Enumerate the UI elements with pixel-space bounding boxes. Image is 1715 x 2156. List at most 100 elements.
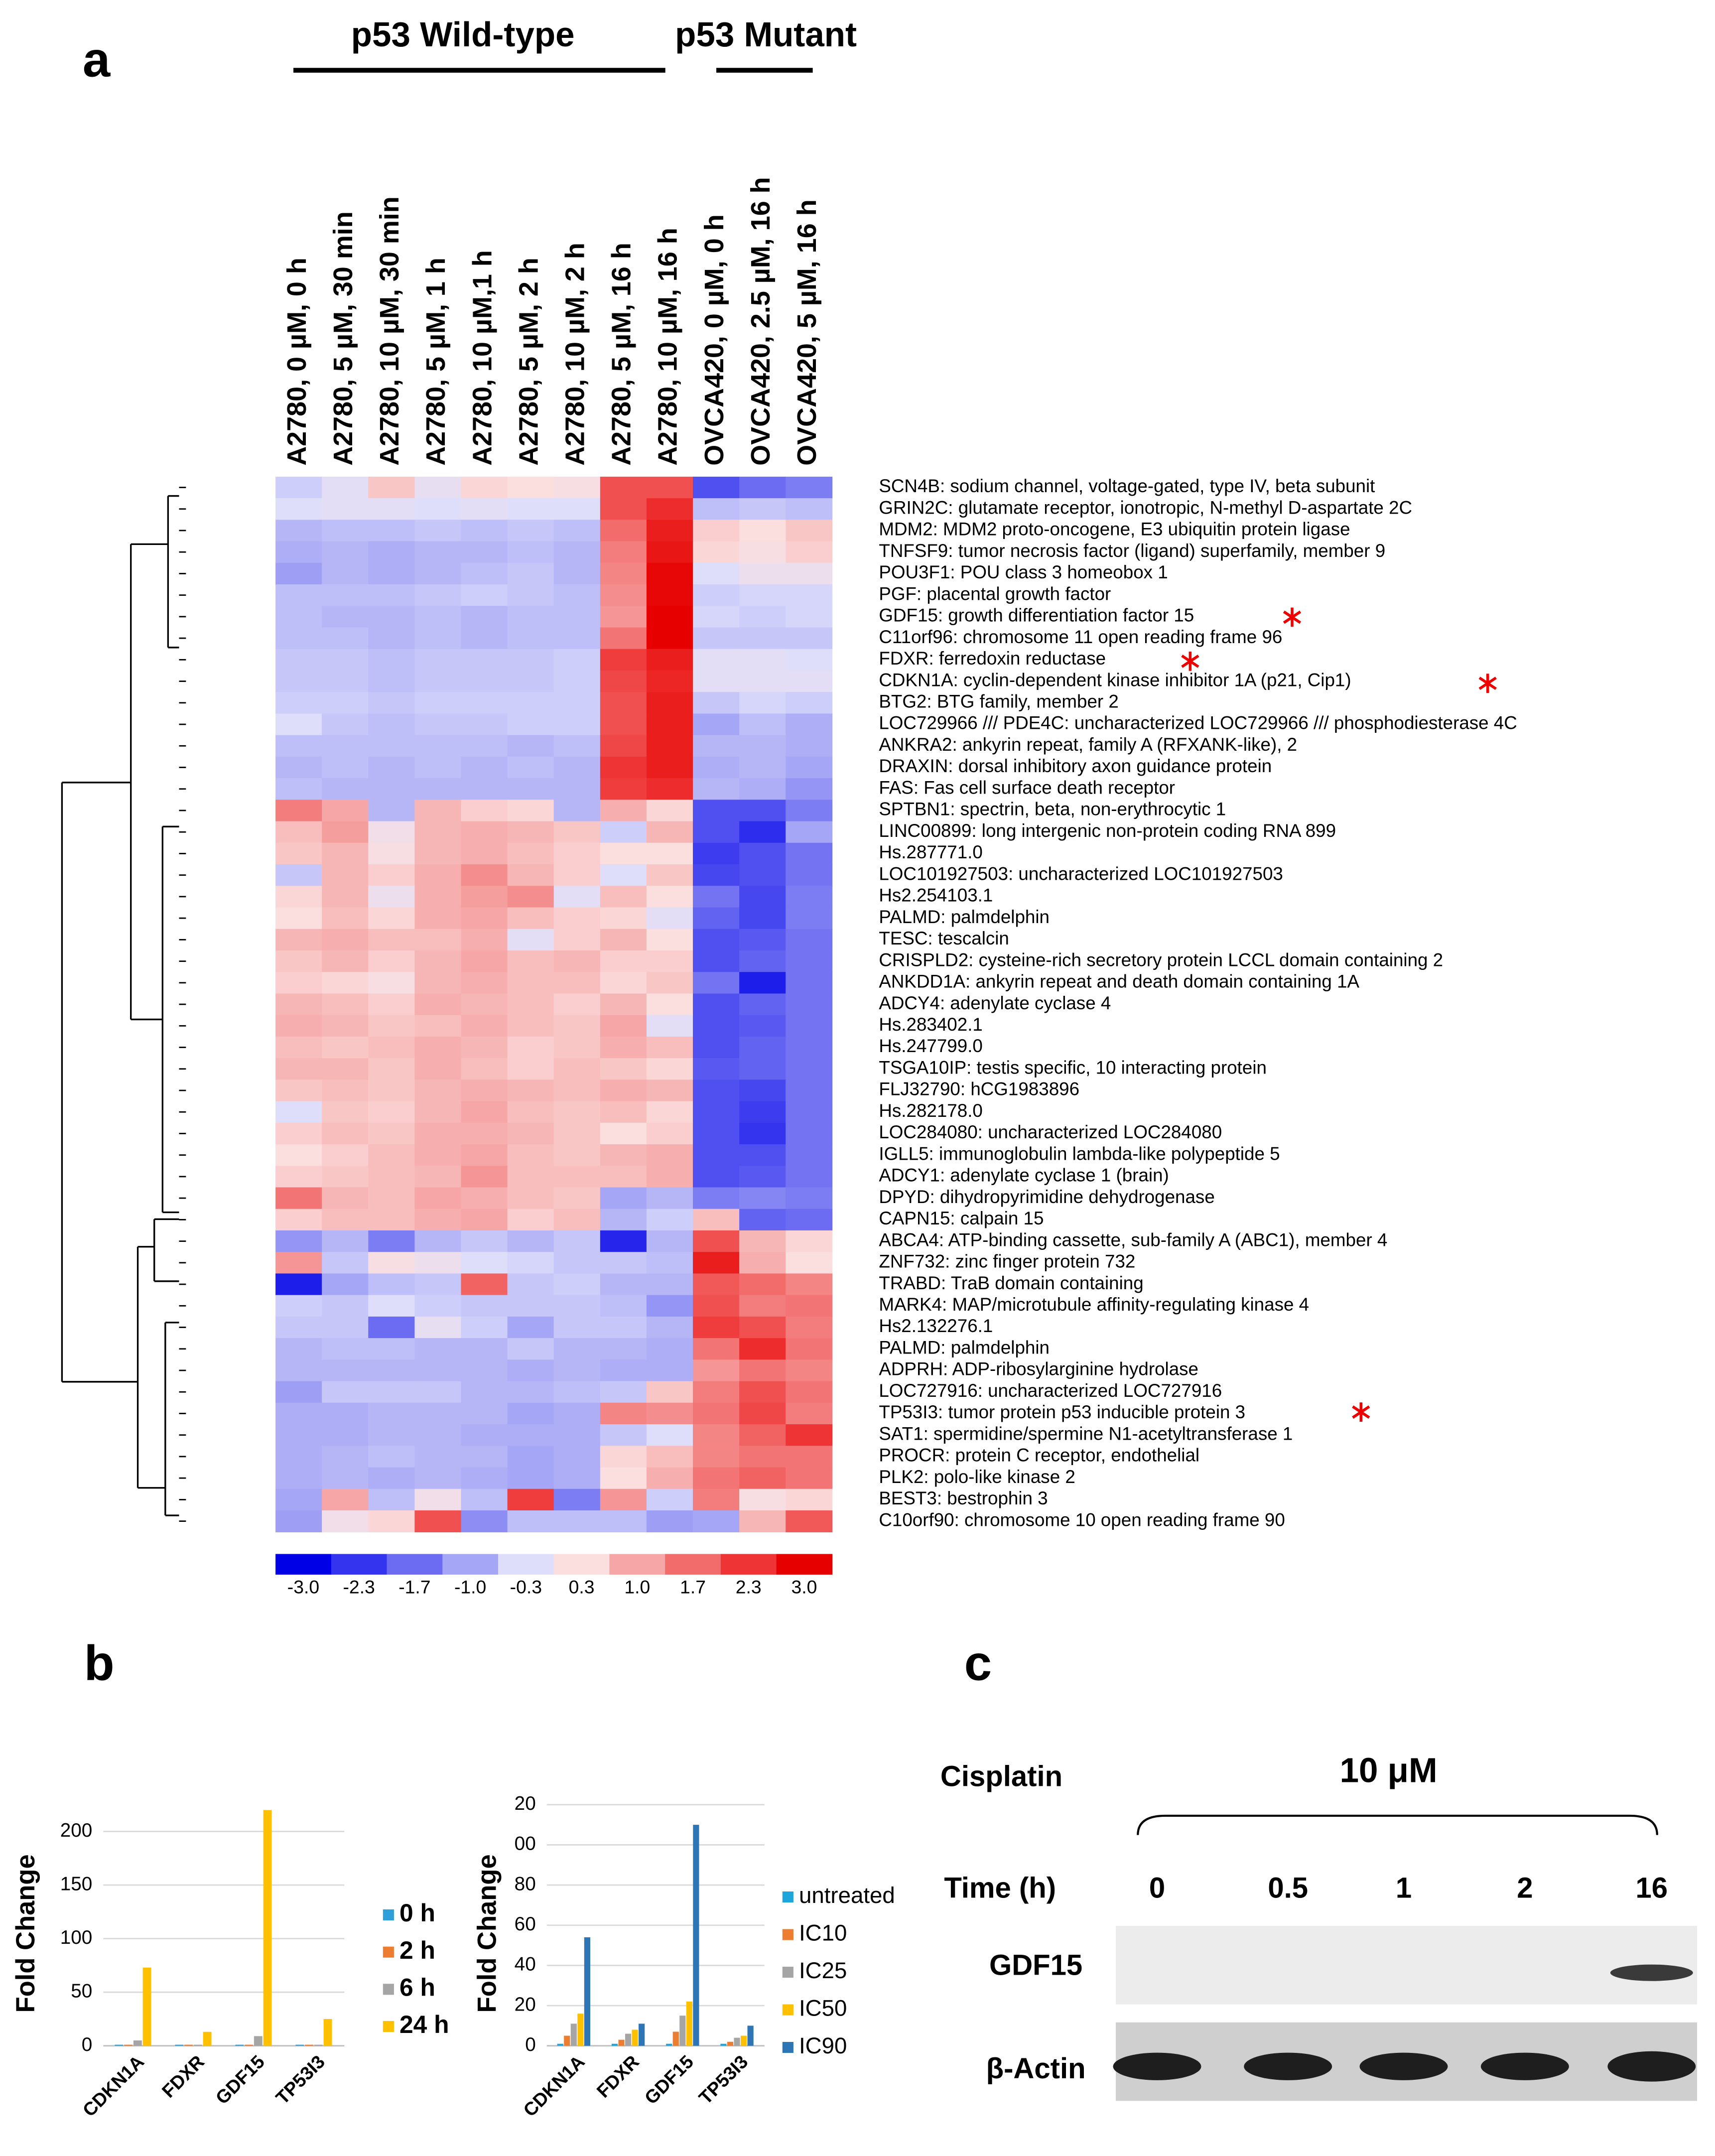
panel-label: b (84, 1636, 115, 1691)
heatmap-cell (600, 1252, 647, 1274)
column-label: A2780, 10 µM, 30 min (375, 196, 404, 465)
bar (254, 2036, 263, 2046)
heatmap-cell (322, 1230, 369, 1253)
legend-label: 24 h (399, 2011, 449, 2038)
colorbar-swatch (387, 1554, 443, 1575)
row-label: TP53I3: tumor protein p53 inducible prot… (879, 1402, 1245, 1422)
heatmap-cell (275, 950, 323, 973)
bar (115, 2044, 124, 2046)
heatmap-cell (507, 498, 554, 521)
heatmap-cell (507, 692, 554, 714)
heatmap-cell (322, 1510, 369, 1533)
heatmap-cell (739, 562, 787, 585)
row-label: LOC727916: uncharacterized LOC727916 (879, 1380, 1222, 1401)
bar (314, 2044, 323, 2046)
heatmap-cell (275, 1209, 323, 1231)
heatmap-cell (507, 1359, 554, 1382)
y-tick-label: 20 (515, 1793, 536, 1814)
heatmap-cell (600, 498, 647, 521)
row-label: ABCA4: ATP-binding cassette, sub-family … (879, 1229, 1387, 1250)
heatmap-cell (693, 756, 740, 779)
heatmap-cell (739, 1230, 787, 1253)
heatmap-cell (646, 520, 693, 542)
heatmap-cell (553, 498, 601, 521)
row-label: BEST3: bestrophin 3 (879, 1488, 1048, 1508)
heatmap-cell (646, 972, 693, 994)
heatmap-cell (414, 1230, 462, 1253)
heatmap-cell (368, 541, 415, 563)
heatmap-cell (461, 1338, 508, 1360)
protein-label: GDF15 (989, 1949, 1082, 1981)
heatmap-cell (646, 735, 693, 757)
colorbar-swatch (331, 1554, 388, 1575)
heatmap-cell (693, 1122, 740, 1145)
heatmap-cell (553, 606, 601, 628)
colorbar-label: 2.3 (736, 1576, 762, 1597)
heatmap-cell (507, 1424, 554, 1447)
bar (632, 2029, 638, 2046)
y-tick-label: 20 (515, 1994, 536, 2015)
heatmap-cell (693, 627, 740, 650)
x-tick-label: FDXR (592, 2051, 643, 2102)
heatmap-cell (414, 713, 462, 736)
heatmap-cell (646, 627, 693, 650)
row-label: ZNF732: zinc finger protein 732 (879, 1251, 1135, 1272)
heatmap-cell (739, 1036, 787, 1059)
heatmap-cell (507, 1467, 554, 1489)
heatmap-cell (553, 541, 601, 563)
heatmap-cell (368, 1230, 415, 1253)
heatmap-cell (600, 649, 647, 671)
heatmap-cell (507, 972, 554, 994)
heatmap-cell (600, 1295, 647, 1317)
colorbar-swatch (498, 1554, 554, 1575)
bar (557, 2043, 563, 2046)
heatmap-cell (693, 562, 740, 585)
heatmap-cell (414, 1122, 462, 1145)
heatmap-cell (600, 476, 647, 499)
heatmap-cell (646, 1295, 693, 1317)
heatmap-cell (553, 1402, 601, 1425)
heatmap-cell (368, 800, 415, 822)
legend-swatch (782, 2041, 793, 2053)
heatmap-cell (646, 584, 693, 607)
heatmap-cell (693, 1402, 740, 1425)
heatmap-cell (600, 800, 647, 822)
colorbar-swatch (776, 1554, 833, 1575)
heatmap-cell (507, 520, 554, 542)
row-label: Hs2.132276.1 (879, 1316, 993, 1336)
time-label: Time (h) (944, 1872, 1056, 1904)
y-axis-label: Fold Change (473, 1854, 502, 2013)
heatmap-cell (275, 1359, 323, 1382)
heatmap-cell (507, 1338, 554, 1360)
heatmap-cell (693, 649, 740, 671)
heatmap-cell (600, 907, 647, 930)
row-label: SPTBN1: spectrin, beta, non-erythrocytic… (879, 799, 1226, 819)
time-tick: 0 (1149, 1872, 1165, 1904)
heatmap-cell (739, 950, 787, 973)
heatmap-cell (786, 1144, 833, 1167)
heatmap-cell (275, 562, 323, 585)
heatmap-cell (553, 950, 601, 973)
heatmap-cell (600, 950, 647, 973)
heatmap-cell (646, 1166, 693, 1188)
heatmap-cell (461, 864, 508, 887)
heatmap-cell (414, 929, 462, 951)
bar (175, 2044, 184, 2046)
heatmap-cell (507, 1381, 554, 1403)
heatmap-cell (368, 670, 415, 693)
heatmap-cell (461, 972, 508, 994)
row-label: DRAXIN: dorsal inhibitory axon guidance … (879, 756, 1272, 776)
heatmap-cell (739, 1252, 787, 1274)
heatmap-cell (414, 1101, 462, 1123)
heatmap-cell (414, 541, 462, 563)
heatmap-cell (507, 713, 554, 736)
x-tick-label: GDF15 (640, 2051, 697, 2108)
heatmap-cell (739, 1446, 787, 1468)
heatmap-cell (600, 1122, 647, 1145)
heatmap-cell (368, 1295, 415, 1317)
heatmap-cell (739, 1144, 787, 1167)
legend-swatch (383, 1946, 394, 1958)
row-label: DPYD: dihydropyrimidine dehydrogenase (879, 1187, 1214, 1207)
heatmap-cell (507, 1252, 554, 1274)
heatmap-cell (646, 1381, 693, 1403)
